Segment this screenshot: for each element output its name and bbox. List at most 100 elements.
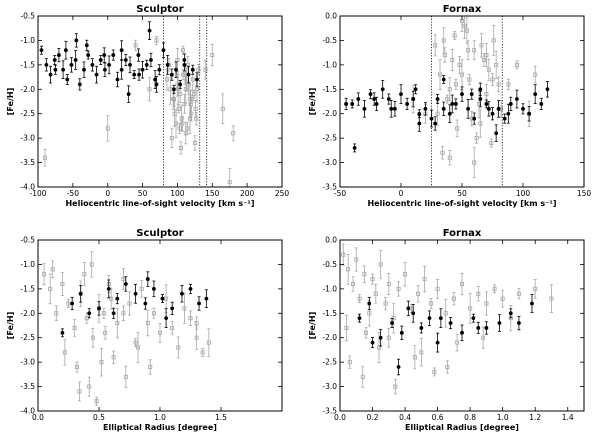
y-tick-label: -2.0 <box>20 85 35 94</box>
x-tick-label: 1.0 <box>154 413 166 422</box>
data-point-member <box>399 330 404 335</box>
y-tick-label: 0.0 <box>325 12 337 21</box>
data-point-field <box>453 82 458 87</box>
data-point-field <box>416 291 421 296</box>
data-point-member <box>111 53 116 57</box>
data-point-field <box>194 116 199 121</box>
data-point-field <box>468 306 473 311</box>
data-point-field <box>396 286 401 291</box>
data-point-member <box>389 106 394 111</box>
x-tick-label: 150 <box>205 189 220 198</box>
y-tick-label: -1.0 <box>20 260 35 269</box>
data-point-field <box>452 33 457 38</box>
y-tick-label: -4.0 <box>20 183 35 192</box>
data-point-field <box>178 145 183 150</box>
data-point-member <box>417 121 422 126</box>
data-point-member <box>149 58 153 62</box>
data-point-member <box>145 277 150 281</box>
data-point-member <box>411 97 416 101</box>
data-point-field <box>450 57 455 62</box>
x-tick-label: 50 <box>138 189 148 198</box>
data-point-field <box>441 38 446 43</box>
data-point-member <box>362 106 367 111</box>
data-point-field <box>170 325 175 330</box>
data-point-member <box>370 340 375 345</box>
panel-title: Fornax <box>443 4 482 15</box>
x-tick-label: 0.2 <box>367 413 379 422</box>
y-tick-label: -3.0 <box>322 382 337 391</box>
data-point-member <box>84 43 89 48</box>
data-point-field <box>466 48 471 53</box>
data-point-field <box>192 141 197 146</box>
data-point-member <box>399 92 403 97</box>
y-tick-label: -2.0 <box>322 109 337 118</box>
data-point-member <box>448 321 453 325</box>
data-point-member <box>484 102 489 106</box>
data-point-field <box>87 384 92 389</box>
data-point-member <box>65 77 70 82</box>
data-point-field <box>176 345 181 350</box>
data-point-field <box>176 106 181 111</box>
data-point-field <box>422 277 427 282</box>
x-tick-label: -50 <box>334 189 346 198</box>
data-point-field <box>50 267 55 272</box>
y-tick-label: -4.0 <box>20 407 35 416</box>
data-point-member <box>350 102 355 106</box>
data-point-member <box>521 106 525 111</box>
data-point-member <box>106 286 111 291</box>
data-point-member <box>107 62 112 67</box>
data-point-field <box>462 23 467 28</box>
data-point-member <box>126 92 131 97</box>
x-tick-label: 0.8 <box>464 413 476 422</box>
data-point-field <box>182 101 187 106</box>
data-point-field <box>111 355 116 360</box>
data-point-field <box>455 340 460 345</box>
data-point-field <box>151 311 156 316</box>
data-point-field <box>194 335 199 340</box>
data-point-field <box>192 92 197 97</box>
data-point-member <box>393 106 397 111</box>
data-point-field <box>429 301 434 306</box>
data-point-field <box>412 355 417 360</box>
data-point-member <box>508 102 513 106</box>
data-point-field <box>187 116 192 121</box>
x-tick-label: 0.4 <box>399 413 411 422</box>
data-point-field <box>459 281 464 286</box>
y-tick-label: -1.5 <box>20 284 35 293</box>
data-point-member <box>97 306 101 311</box>
data-point-field <box>90 335 95 340</box>
y-tick-label: -2.5 <box>322 134 337 143</box>
data-point-field <box>48 286 53 291</box>
data-point-field <box>164 77 169 82</box>
y-tick-label: -3.5 <box>20 382 35 391</box>
y-tick-label: -0.5 <box>20 236 35 245</box>
data-point-member <box>411 311 416 316</box>
data-point-field <box>123 374 128 379</box>
data-point-member <box>441 77 446 82</box>
axes-frame <box>37 15 283 188</box>
y-tick-label: 0.0 <box>325 236 337 245</box>
data-point-field <box>42 272 47 277</box>
data-point-field <box>383 301 388 306</box>
data-point-member <box>506 111 511 116</box>
data-point-member <box>413 87 418 92</box>
data-point-field <box>472 48 477 53</box>
data-point-member <box>128 62 132 67</box>
data-point-member <box>405 102 409 106</box>
data-point-member <box>195 77 199 82</box>
data-point-field <box>89 262 94 267</box>
data-point-field <box>500 296 505 301</box>
data-point-field <box>370 277 375 282</box>
data-point-member <box>435 340 440 345</box>
y-tick-label: -1.5 <box>322 309 337 318</box>
data-point-field <box>121 311 126 316</box>
data-point-member <box>527 111 531 116</box>
data-point-member <box>74 38 79 43</box>
data-point-field <box>484 92 489 97</box>
series-field <box>42 251 211 406</box>
x-axis-label: Elliptical Radius [degree] <box>103 423 217 432</box>
data-point-member <box>98 58 103 62</box>
data-point-field <box>373 291 378 296</box>
data-point-member <box>133 291 138 296</box>
data-point-field <box>440 150 445 155</box>
